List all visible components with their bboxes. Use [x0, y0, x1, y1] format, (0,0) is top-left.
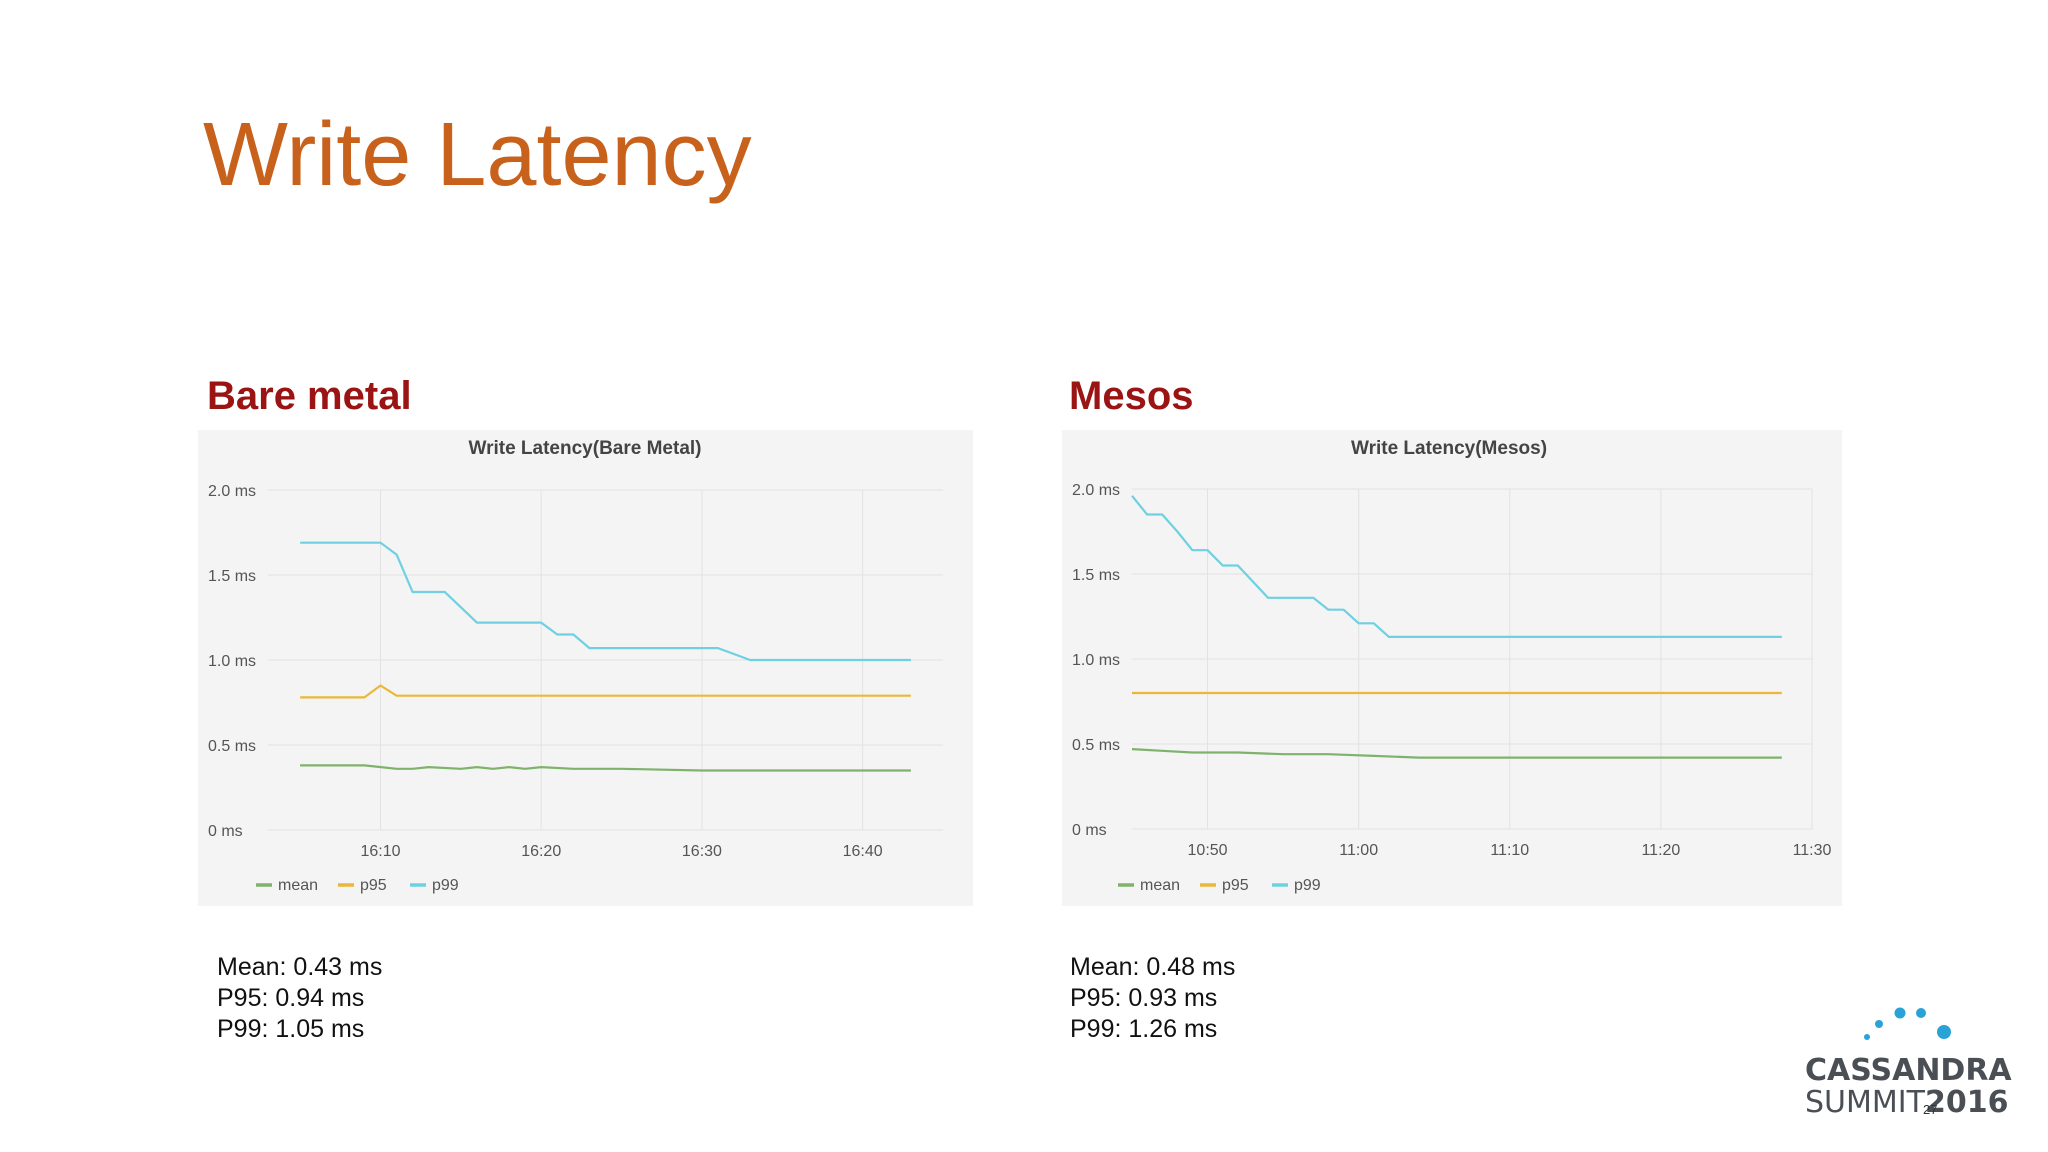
mesos-p95-stat: P95: 0.93 ms [1070, 984, 1218, 1012]
bare-metal-p99-stat: P99: 1.05 ms [217, 1015, 365, 1043]
series-line-p95 [300, 684, 911, 699]
y-tick-label: 2.0 ms [208, 483, 256, 500]
mesos-stats: Mean: 0.48 ms P95: 0.93 ms P99: 1.26 ms [1070, 952, 1235, 1045]
logo-summit: SUMMIT [1805, 1085, 1925, 1120]
y-tick-label: 0.5 ms [1072, 737, 1120, 754]
x-tick-label: 10:50 [1188, 842, 1228, 859]
mesos-label: Mesos [1069, 374, 1194, 418]
mesos-chart-panel: Write Latency(Mesos) 0 ms 0.5 ms 1.0 ms 1.5 … [1062, 430, 1842, 906]
x-tick-label: 16:10 [360, 843, 400, 860]
legend-label-mean: mean [1140, 877, 1180, 894]
bare-metal-chart-panel: Write Latency(Bare Metal) 0 ms 0.5 ms 1.0 m… [198, 430, 973, 906]
logo-line1: CASSANDRA [1805, 1053, 2012, 1088]
x-tick-label: 16:30 [682, 843, 722, 860]
x-tick-label: 11:00 [1339, 842, 1378, 859]
bare-metal-stats: Mean: 0.43 ms P95: 0.94 ms P99: 1.05 ms [217, 952, 382, 1045]
legend-label-p99: p99 [1294, 877, 1321, 894]
page-number: 27 [1923, 1102, 1938, 1117]
series-line-mean [1131, 748, 1782, 759]
logo-dots-icon [1864, 1007, 1951, 1040]
y-tick-label: 2.0 ms [1072, 482, 1120, 499]
x-tick-label: 11:10 [1490, 842, 1529, 859]
logo-year: 2016 [1924, 1085, 2009, 1120]
logo-line2: SUMMIT2016 [1805, 1085, 2008, 1120]
x-tick-label: 16:20 [521, 843, 561, 860]
y-tick-label: 0.5 ms [208, 738, 256, 755]
y-tick-label: 1.0 ms [1072, 652, 1120, 669]
legend-label-p99: p99 [432, 877, 459, 894]
x-tick-label: 11:20 [1641, 842, 1680, 859]
mesos-mean-stat: Mean: 0.48 ms [1070, 953, 1236, 981]
y-tick-label: 1.0 ms [208, 653, 256, 670]
bare-metal-chart: Write Latency(Bare Metal) 0 ms 0.5 ms 1.0 m… [208, 438, 943, 894]
mesos-chart: Write Latency(Mesos) 0 ms 0.5 ms 1.0 ms 1.5 … [1072, 438, 1832, 894]
x-tick-label: 16:40 [843, 843, 883, 860]
y-tick-label: 0 ms [1072, 822, 1107, 839]
bare-metal-label: Bare metal [207, 374, 412, 418]
y-tick-label: 0 ms [208, 823, 243, 840]
bare-metal-p95-stat: P95: 0.94 ms [217, 984, 365, 1012]
slide-title: Write Latency [203, 105, 752, 205]
series-line-mean [300, 764, 911, 772]
legend-label-p95: p95 [360, 877, 387, 894]
chart-title: Write Latency(Bare Metal) [469, 438, 702, 459]
cassandra-summit-logo: CASSANDRA SUMMIT2016 [1805, 1000, 2015, 1120]
series-line-p99 [300, 541, 911, 662]
y-tick-label: 1.5 ms [1072, 567, 1120, 584]
mesos-p99-stat: P99: 1.26 ms [1070, 1015, 1218, 1043]
bare-metal-mean-stat: Mean: 0.43 ms [217, 953, 383, 981]
series-line-p99 [1131, 495, 1782, 638]
legend-label-mean: mean [278, 877, 318, 894]
x-tick-label: 11:30 [1793, 842, 1832, 859]
y-tick-label: 1.5 ms [208, 568, 256, 585]
legend-label-p95: p95 [1222, 877, 1249, 894]
chart-title: Write Latency(Mesos) [1351, 438, 1547, 459]
